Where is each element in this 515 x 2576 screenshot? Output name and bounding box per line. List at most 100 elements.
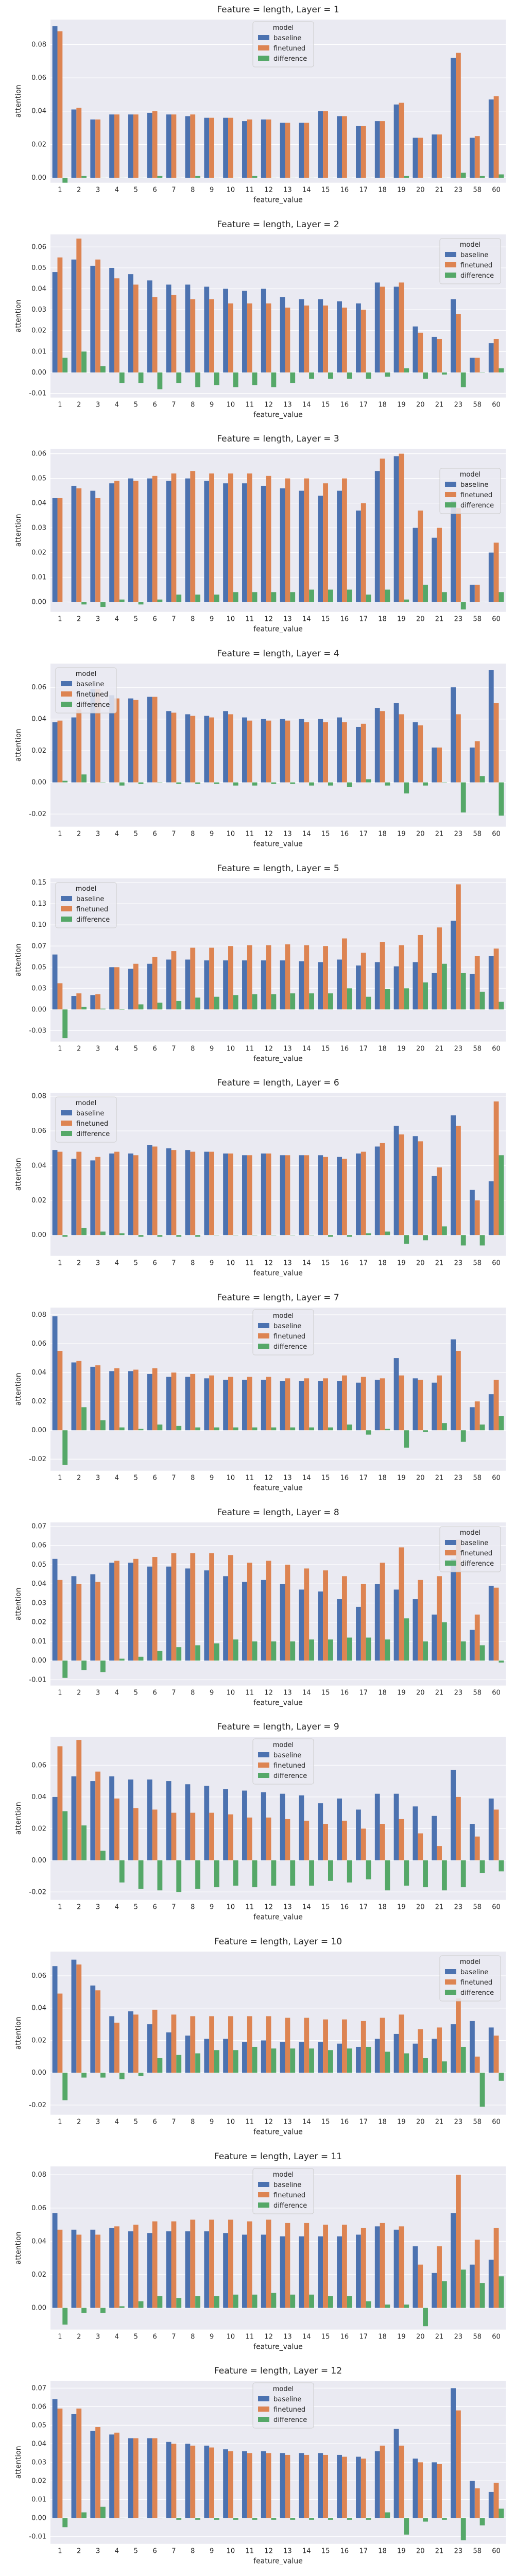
bar-baseline-21 <box>432 2273 437 2308</box>
bar-finetuned-60 <box>493 338 499 372</box>
bar-difference-23 <box>460 973 466 1009</box>
bar-finetuned-1 <box>57 1993 63 2073</box>
chart-title: Feature = length, Layer = 4 <box>217 649 339 659</box>
bar-finetuned-21 <box>437 134 442 178</box>
chart-title: Feature = length, Layer = 1 <box>217 5 339 15</box>
x-tick-label: 18 <box>378 401 387 409</box>
bar-difference-9 <box>214 372 219 385</box>
bar-baseline-4 <box>109 1776 115 1861</box>
bar-baseline-8 <box>185 478 191 602</box>
bar-baseline-13 <box>280 1794 285 1861</box>
bar-baseline-18 <box>374 471 380 602</box>
x-tick-label: 5 <box>134 2119 138 2126</box>
y-tick-label: 0.02 <box>31 2271 46 2279</box>
x-tick-label: 6 <box>152 1260 157 1267</box>
x-tick-label: 1 <box>58 187 62 194</box>
bar-finetuned-14 <box>304 1568 310 1660</box>
x-tick-label: 23 <box>454 2333 463 2341</box>
plot-area <box>50 449 506 612</box>
x-tick-label: 13 <box>283 2333 292 2341</box>
x-tick-label: 23 <box>454 1475 463 1482</box>
y-axis-label: attention <box>14 2446 23 2479</box>
bar-difference-21 <box>441 1423 447 1431</box>
bar-difference-4 <box>119 1658 125 1660</box>
x-tick-label: 4 <box>115 1260 119 1267</box>
y-tick-label: 0.00 <box>31 1006 46 1013</box>
bar-baseline-20 <box>413 1136 418 1235</box>
bar-baseline-11 <box>242 1155 247 1235</box>
bar-baseline-23 <box>451 1558 456 1660</box>
bar-baseline-23 <box>451 2213 456 2308</box>
chart-svg: -0.020.000.020.040.061 2 3 4 5 6 7 8 9 10 11 12 13 14… <box>14 1722 506 1922</box>
bar-difference-13 <box>290 2048 296 2073</box>
bar-baseline-14 <box>299 2453 304 2518</box>
bar-difference-1 <box>62 358 68 372</box>
legend: model baseline finetuned difference <box>55 1096 117 1143</box>
bar-difference-60 <box>499 1002 504 1009</box>
bar-finetuned-9 <box>209 1812 214 1861</box>
bar-difference-14 <box>309 1639 314 1660</box>
bar-baseline-60 <box>488 2259 494 2308</box>
bar-baseline-9 <box>204 1786 210 1861</box>
x-tick-label: 4 <box>115 1045 119 1053</box>
bar-finetuned-23 <box>456 884 461 1009</box>
bar-difference-5 <box>138 1656 144 1660</box>
legend-swatch-finetuned <box>61 1121 73 1126</box>
bar-finetuned-21 <box>437 338 442 372</box>
bar-finetuned-8 <box>190 1374 196 1431</box>
y-tick-label: 0.04 <box>31 2441 46 2448</box>
bar-baseline-16 <box>337 490 342 602</box>
bar-difference-23 <box>460 173 466 178</box>
y-tick-label: 0.03 <box>31 1599 46 1607</box>
bar-finetuned-20 <box>418 1141 423 1235</box>
x-tick-label: 6 <box>152 2119 157 2126</box>
bar-baseline-60 <box>488 670 494 783</box>
x-tick-label: 1 <box>58 831 62 838</box>
legend-swatch-baseline <box>258 2396 269 2402</box>
legend-label-finetuned: finetuned <box>76 1120 108 1128</box>
bar-difference-5 <box>138 602 144 605</box>
bar-baseline-12 <box>261 1380 266 1431</box>
x-tick-label: 8 <box>191 2333 195 2341</box>
bar-baseline-1 <box>52 26 58 178</box>
bar-finetuned-19 <box>399 1819 404 1861</box>
bar-difference-9 <box>214 996 219 1009</box>
chart-title: Feature = length, Layer = 2 <box>217 219 339 230</box>
x-tick-label: 58 <box>473 1260 482 1267</box>
bar-difference-11 <box>252 176 258 178</box>
bar-finetuned-9 <box>209 117 214 178</box>
bar-finetuned-60 <box>493 2483 499 2518</box>
bar-baseline-10 <box>223 2232 229 2308</box>
x-tick-label: 19 <box>397 616 406 623</box>
bar-baseline-18 <box>374 962 380 1009</box>
bar-finetuned-19 <box>399 1134 404 1235</box>
bar-finetuned-58 <box>474 2239 480 2308</box>
bar-baseline-14 <box>299 299 304 372</box>
bar-finetuned-15 <box>323 1378 328 1431</box>
bar-baseline-20 <box>413 138 418 178</box>
bar-finetuned-16 <box>342 1159 347 1235</box>
legend-label-difference: difference <box>76 916 110 924</box>
y-tick-label: 0.08 <box>31 1093 46 1100</box>
x-tick-label: 21 <box>435 1260 444 1267</box>
x-tick-label: 13 <box>283 1260 292 1267</box>
x-tick-label: 1 <box>58 1475 62 1482</box>
bar-baseline-3 <box>90 689 96 783</box>
bar-baseline-8 <box>185 284 191 372</box>
y-tick-label: 0.02 <box>31 327 46 334</box>
bar-difference-4 <box>119 1233 125 1235</box>
x-tick-label: 20 <box>416 2119 425 2126</box>
bar-finetuned-3 <box>95 1771 100 1861</box>
x-tick-label: 9 <box>210 1260 214 1267</box>
y-tick-label: 0.02 <box>31 549 46 557</box>
bar-difference-58 <box>479 1860 485 1873</box>
bar-finetuned-23 <box>456 714 461 783</box>
bar-difference-19 <box>404 2304 409 2308</box>
x-tick-label: 8 <box>191 1689 195 1697</box>
bar-difference-60 <box>499 2509 504 2518</box>
bar-finetuned-7 <box>171 295 177 372</box>
bar-difference-1 <box>62 177 68 183</box>
bar-difference-7 <box>176 1426 182 1431</box>
x-axis-label: feature_value <box>253 2343 303 2351</box>
bar-baseline-58 <box>470 2481 475 2518</box>
